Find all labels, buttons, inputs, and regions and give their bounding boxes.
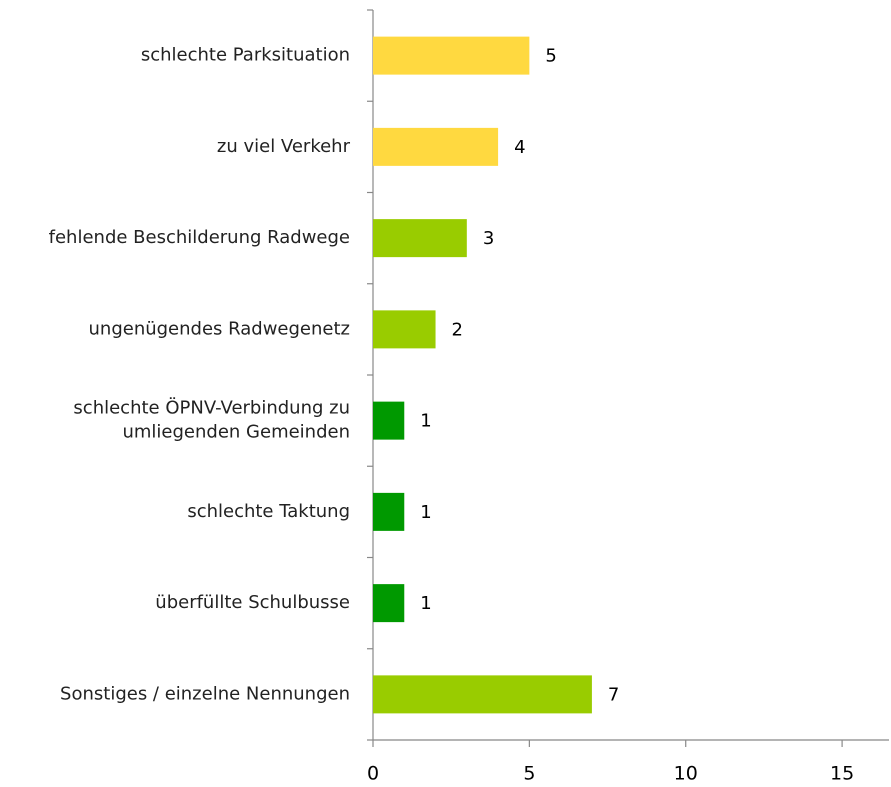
value-label: 7 <box>608 684 619 705</box>
category-label-line: umliegenden Gemeinden <box>122 422 350 443</box>
value-label: 3 <box>483 228 494 249</box>
bar <box>373 675 592 714</box>
bar <box>373 310 436 349</box>
bar <box>373 219 467 258</box>
category-label-line: schlechte ÖPNV-Verbindung zu <box>73 397 350 419</box>
bar <box>373 492 405 531</box>
x-tick-label: 5 <box>523 763 535 785</box>
x-tick-label: 0 <box>367 763 379 785</box>
bar <box>373 127 499 166</box>
value-label: 4 <box>514 137 525 158</box>
category-label: Sonstiges / einzelne Nennungen <box>60 683 350 704</box>
value-label: 2 <box>452 319 463 340</box>
bar <box>373 584 405 623</box>
value-label: 1 <box>420 593 431 614</box>
x-tick-label: 10 <box>674 763 698 785</box>
bar <box>373 401 405 440</box>
category-label: überfüllte Schulbusse <box>155 592 350 613</box>
value-label: 1 <box>420 411 431 432</box>
value-label: 5 <box>545 46 556 67</box>
bar <box>373 36 530 75</box>
category-label: fehlende Beschilderung Radwege <box>49 227 350 248</box>
category-label: zu viel Verkehr <box>217 136 351 157</box>
category-label: schlechte Parksituation <box>141 45 350 66</box>
value-label: 1 <box>420 502 431 523</box>
category-label: schlechte Taktung <box>187 501 350 522</box>
category-label: schlechte ÖPNV-Verbindung zu umliegenden … <box>73 397 350 443</box>
category-label: ungenügendes Radwegenetz <box>89 318 351 339</box>
x-tick-label: 15 <box>830 763 854 785</box>
